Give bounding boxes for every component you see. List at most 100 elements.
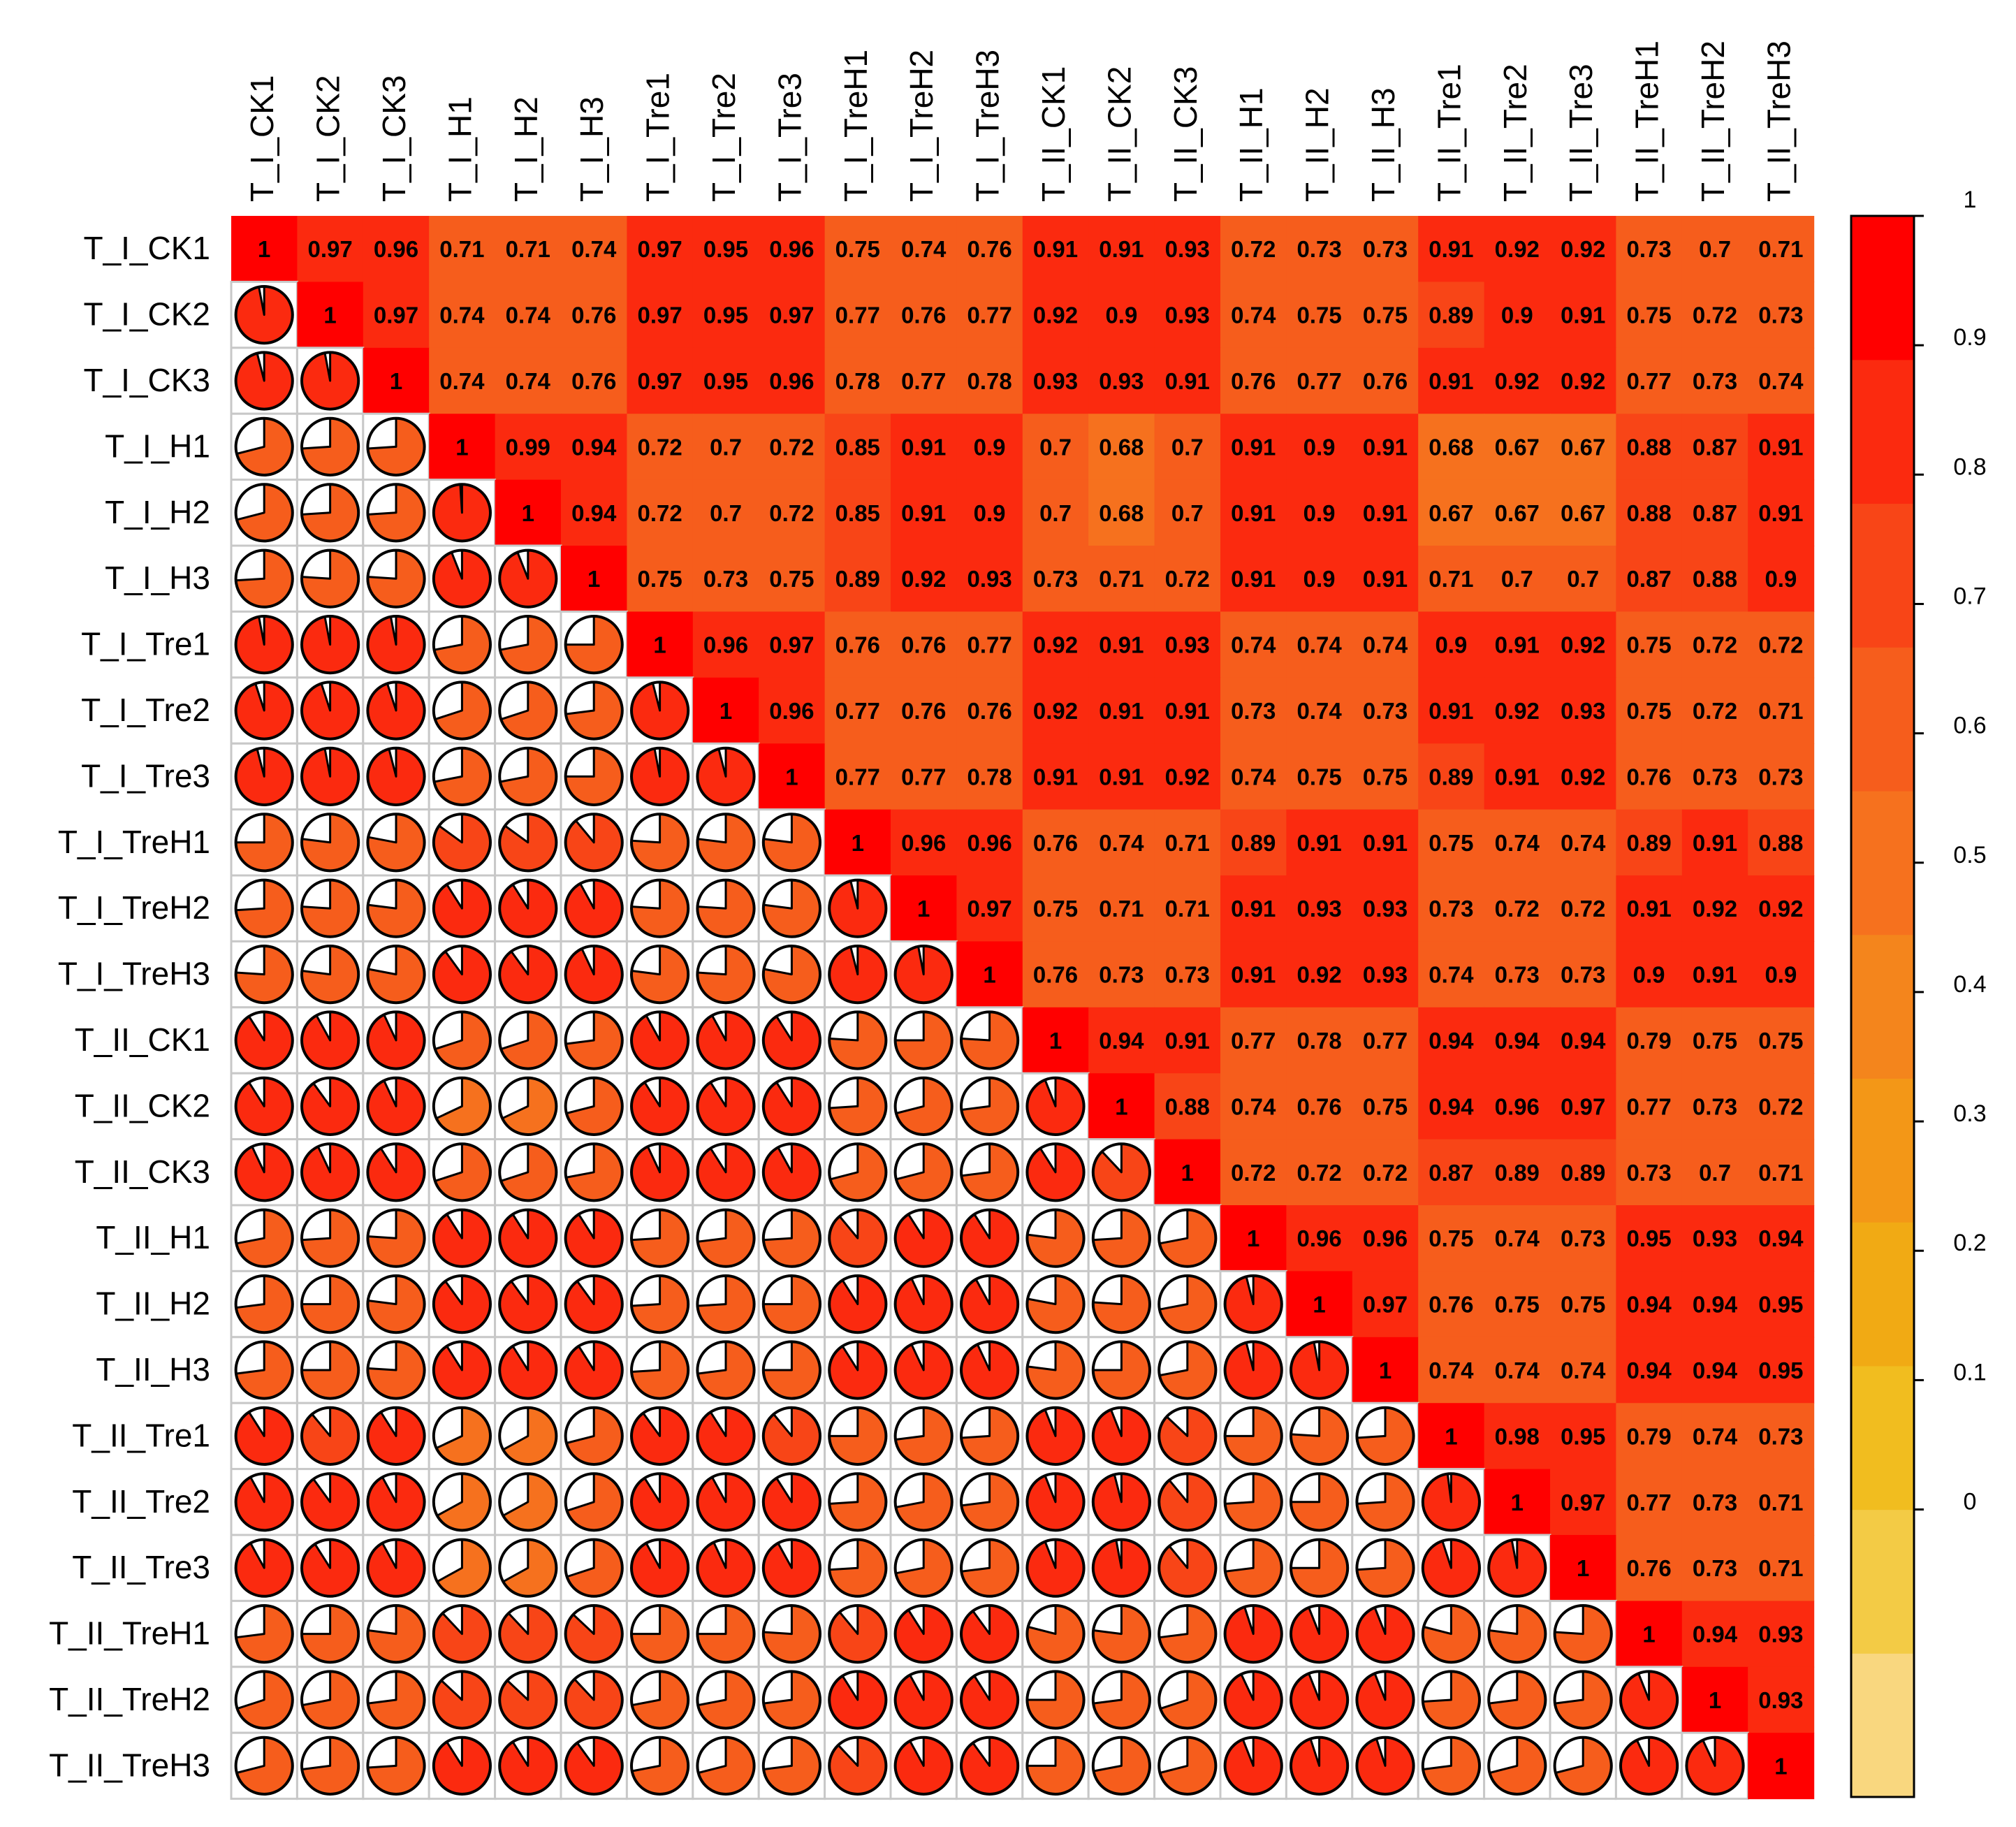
pie-outline: [1157, 1208, 1218, 1268]
pie-outline: [498, 615, 558, 675]
pie-outline: [960, 1208, 1020, 1268]
cell-value-label: 0.72: [1363, 1160, 1408, 1186]
cell-value-label: 0.73: [1363, 698, 1408, 724]
pie-outline: [300, 351, 360, 411]
heat-cell: [891, 216, 957, 282]
heat-cell: [891, 546, 957, 612]
cell-value-label: 0.92: [1495, 698, 1540, 724]
cell-value-label: 0.76: [1033, 962, 1078, 988]
pie-outline: [1025, 1604, 1086, 1664]
pie-outline: [761, 1472, 821, 1532]
pie-outline: [498, 1076, 558, 1136]
heat-cell: [1484, 611, 1551, 678]
pie-outline: [366, 1538, 426, 1598]
pie-outline: [498, 1340, 558, 1400]
cell-value-label: 0.7: [1039, 434, 1072, 460]
cell-value-label: 0.7: [1567, 566, 1599, 592]
heat-cell: [1681, 216, 1748, 282]
heat-cell: [1022, 677, 1089, 744]
heat-cell: [1286, 1139, 1353, 1206]
pie-outline: [1025, 1670, 1086, 1730]
pie-outline: [564, 746, 624, 806]
cell-value-label: 0.74: [1495, 1357, 1540, 1383]
heat-cell: [363, 282, 430, 349]
cell-value-label: 0.72: [1561, 896, 1605, 922]
row-label: T_II_H1: [96, 1219, 210, 1255]
cell-value-label: 0.91: [1429, 698, 1473, 724]
pie-outline: [432, 813, 492, 873]
heat-cell: [1022, 941, 1089, 1008]
pie-outline: [300, 878, 360, 938]
cell-value-label: 0.91: [1495, 632, 1540, 658]
cell-value-label: 0.93: [1165, 236, 1210, 262]
heat-cell: [1550, 875, 1616, 942]
cell-value-label: 0.71: [1758, 1555, 1803, 1581]
heat-cell: [1088, 282, 1155, 349]
cell-value-label: 1: [1379, 1357, 1392, 1383]
heat-cell: [1550, 1403, 1616, 1470]
cell-value-label: 0.77: [967, 303, 1011, 328]
column-label: T_II_H3: [1365, 87, 1401, 202]
heat-cell: [956, 216, 1023, 282]
heat-cell: [1681, 479, 1748, 546]
heat-cell: [891, 347, 957, 414]
cell-value-label: 0.73: [1033, 566, 1078, 592]
heat-cell: [1616, 1403, 1683, 1470]
row-label: T_I_H2: [105, 494, 210, 530]
cell-value-label: 0.97: [769, 632, 814, 658]
pie-outline: [1553, 1670, 1613, 1730]
cell-value-label: 0.75: [1363, 303, 1408, 328]
cell-value-label: 0.67: [1561, 500, 1605, 526]
heat-cell: [1418, 611, 1485, 678]
heat-cell: [1616, 1205, 1683, 1272]
pie-outline: [564, 813, 624, 873]
heat-cell: [627, 546, 694, 612]
heat-cell: [1154, 1139, 1221, 1206]
heat-cell: [1748, 1205, 1815, 1272]
pie-outline: [893, 1406, 954, 1466]
pie-outline: [696, 1604, 756, 1664]
cell-value-label: 0.77: [1626, 1490, 1671, 1515]
heat-cell: [1616, 414, 1683, 481]
cell-value-label: 0.71: [1758, 698, 1803, 724]
heat-cell: [1681, 1337, 1748, 1404]
cell-value-label: 0.92: [1495, 368, 1540, 394]
cell-value-label: 0.77: [1363, 1028, 1408, 1054]
heat-cell: [1286, 875, 1353, 942]
pie-outline: [828, 945, 888, 1005]
heat-cell: [1484, 875, 1551, 942]
pie-outline: [1091, 1406, 1151, 1466]
colorbar-tick-label: 0.4: [1953, 971, 1986, 998]
heat-cell: [1286, 1271, 1353, 1338]
cell-value-label: 0.96: [1363, 1225, 1408, 1251]
cell-value-label: 0.71: [1758, 1490, 1803, 1515]
heat-cell: [1352, 546, 1419, 612]
row-label: T_II_TreH2: [49, 1681, 210, 1717]
cell-value-label: 0.73: [1561, 1225, 1605, 1251]
cell-value-label: 0.78: [835, 368, 880, 394]
heat-cell: [692, 216, 759, 282]
color-legend: 1 0.9 0.8 0.7 0.6 0.5 0.4 0.3 0.2 0.1 0: [1850, 187, 1987, 1798]
heat-cell: [1550, 1205, 1616, 1272]
colorbar-tick-label: 0.7: [1953, 583, 1986, 609]
pie-outline: [234, 945, 294, 1005]
pie-outline: [960, 1142, 1020, 1202]
cell-value-label: 0.96: [769, 368, 814, 394]
heat-cell: [429, 282, 496, 349]
row-labels: T_I_CK1 T_I_CK2 T_I_CK3 T_I_H1 T_I_H2 T_I_H3 T…: [49, 230, 210, 1783]
cell-value-label: 0.89: [835, 566, 880, 592]
cell-value-label: 0.97: [637, 236, 682, 262]
cell-value-label: 0.73: [1626, 236, 1671, 262]
cell-value-label: 0.9: [1435, 632, 1467, 658]
heat-cell: [1088, 479, 1155, 546]
cell-value-label: 0.91: [1561, 303, 1605, 328]
pie-outline: [300, 1340, 360, 1400]
heat-cell: [1748, 677, 1815, 744]
cell-value-label: 0.75: [1693, 1028, 1737, 1054]
pie-outline: [893, 1604, 954, 1664]
heat-cell: [1550, 677, 1616, 744]
cell-value-label: 0.94: [1561, 1028, 1606, 1054]
row-label: T_I_Tre3: [81, 757, 210, 794]
heat-cell: [1616, 1469, 1683, 1536]
heat-cell: [1418, 809, 1485, 876]
